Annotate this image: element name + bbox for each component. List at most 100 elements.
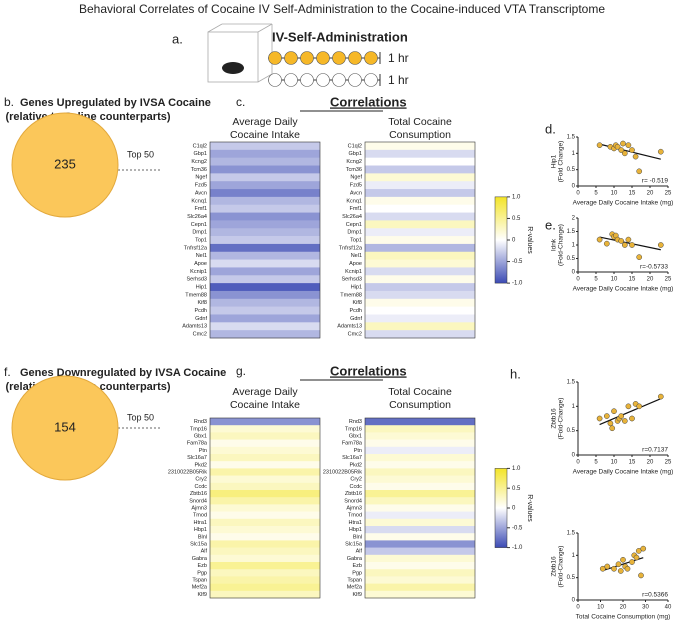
gene-label: Cmc2 xyxy=(348,332,362,338)
data-point xyxy=(638,572,644,579)
gene-label: Ptn xyxy=(354,448,362,454)
gene-label: 2310022B05Rik xyxy=(168,469,207,475)
heatmap-cell xyxy=(365,526,475,534)
gene-label: Htra1 xyxy=(194,520,207,526)
gene-label: Tmod xyxy=(193,513,207,519)
colorbar-tick-label: 1.0 xyxy=(512,466,521,472)
gene-label: Tmem88 xyxy=(340,292,362,298)
heatmap-cell xyxy=(365,220,475,229)
heatmap-cell xyxy=(210,562,320,570)
data-point xyxy=(603,413,610,419)
gene-label: Dmp1 xyxy=(192,230,207,236)
x-tick-label: 10 xyxy=(611,460,618,466)
gene-label: Tcm36 xyxy=(346,167,362,173)
heatmap-cell xyxy=(365,418,475,426)
heatmap-cell xyxy=(365,173,475,182)
gene-label: Slc26a4 xyxy=(187,214,207,220)
gene-label: Slc26a4 xyxy=(342,214,362,220)
y-tick-label: 0 xyxy=(572,598,576,604)
heatmap-cell xyxy=(365,590,475,599)
x-tick-label: 10 xyxy=(611,277,618,283)
gene-label: Kcnq1 xyxy=(346,198,362,204)
heatmap-cell xyxy=(365,251,475,260)
data-point xyxy=(618,238,625,244)
gene-label: Slc15a xyxy=(190,541,208,547)
y-tick-label: 1 xyxy=(572,553,576,559)
data-point xyxy=(635,548,642,554)
heatmap-cell xyxy=(210,149,320,158)
colorbar xyxy=(494,196,508,284)
gene-label: Apoe xyxy=(349,261,362,267)
colorbar-label: R-values xyxy=(526,494,533,522)
heatmap-cell xyxy=(210,267,320,276)
colorbar-tick-label: 0.5 xyxy=(512,216,521,222)
gene-label: Fam78a xyxy=(187,441,208,447)
heatmap-cell xyxy=(210,314,320,323)
heatmap-cell xyxy=(210,330,320,339)
gene-label: Serhsd3 xyxy=(342,277,363,283)
heatmap-cell xyxy=(365,267,475,276)
panel-label: h. xyxy=(510,366,521,381)
colorbar-tick-label: -1.0 xyxy=(512,281,523,287)
heatmap-cell xyxy=(365,454,475,462)
heatmap-cell xyxy=(365,330,475,339)
x-tick-label: 20 xyxy=(620,605,627,611)
heatmap-cell xyxy=(365,504,475,512)
heatmap-cell xyxy=(210,236,320,245)
heatmap-cell xyxy=(210,518,320,527)
heatmap-cell xyxy=(365,212,475,221)
heatmap-cell xyxy=(210,583,320,592)
heatmap-cell xyxy=(365,425,475,433)
column-header: Cocaine Intake xyxy=(230,399,300,411)
data-point xyxy=(603,240,610,247)
gene-label: Pcdh xyxy=(194,308,207,314)
heatmap-cell xyxy=(365,490,475,498)
data-point xyxy=(609,425,616,432)
data-point xyxy=(599,565,606,572)
data-point xyxy=(657,148,664,155)
gene-label: Avcn xyxy=(195,190,207,196)
gene-label: Ngef xyxy=(195,175,207,181)
gene-set xyxy=(11,112,119,218)
gene-label: Gdnf xyxy=(350,316,362,322)
heatmap-cell xyxy=(210,181,320,190)
data-point xyxy=(640,545,647,552)
y-tick-label: 2 xyxy=(572,216,576,222)
y-axis-label: (Fold Change) xyxy=(558,141,565,183)
gene-label: Tcm36 xyxy=(191,167,207,173)
gene-label: Tnfrsf12a xyxy=(339,245,363,251)
colorbar-tick-label: 0 xyxy=(512,506,516,512)
heatmap-cell xyxy=(365,322,475,331)
panel-label: e. xyxy=(545,217,556,232)
gene-label: Fzd5 xyxy=(350,183,362,189)
panel-title: Genes Downregulated by IVSA Cocaine xyxy=(20,367,226,379)
colorbar-tick-label: -0.5 xyxy=(512,259,523,265)
data-point xyxy=(657,242,664,248)
gene-label: Zbtb16 xyxy=(190,491,207,497)
data-point xyxy=(629,559,635,565)
x-axis-label: Total Cocaine Consumption (mg) xyxy=(576,614,671,621)
colorbar-tick-label: -1.0 xyxy=(512,545,523,551)
gene-label: Cmc2 xyxy=(193,332,207,338)
panel-label: c. xyxy=(236,95,245,109)
session-dot xyxy=(364,51,378,65)
y-tick-label: 1.5 xyxy=(567,229,576,235)
y-axis-label: Zbtb16 xyxy=(551,556,558,577)
heatmap-cell xyxy=(210,540,320,548)
data-point xyxy=(632,153,639,160)
heatmap-cell xyxy=(365,314,475,323)
heatmap-cell xyxy=(210,165,320,174)
gene-label: Snord4 xyxy=(189,498,207,504)
gene-label: Kcnip1 xyxy=(190,269,207,275)
data-point xyxy=(615,561,622,568)
gene-label: Gdnf xyxy=(195,316,207,322)
x-tick-label: 5 xyxy=(594,277,598,283)
heatmap-cell xyxy=(210,497,320,505)
section-title: Correlations xyxy=(330,363,407,378)
gene-label: Hbp1 xyxy=(194,527,207,533)
gene-label: Ccdc xyxy=(194,484,207,490)
heatmap-cell xyxy=(365,554,475,563)
section-title: Correlations xyxy=(330,94,407,109)
heatmap-cell xyxy=(210,173,320,182)
heatmap-cell xyxy=(365,165,475,174)
